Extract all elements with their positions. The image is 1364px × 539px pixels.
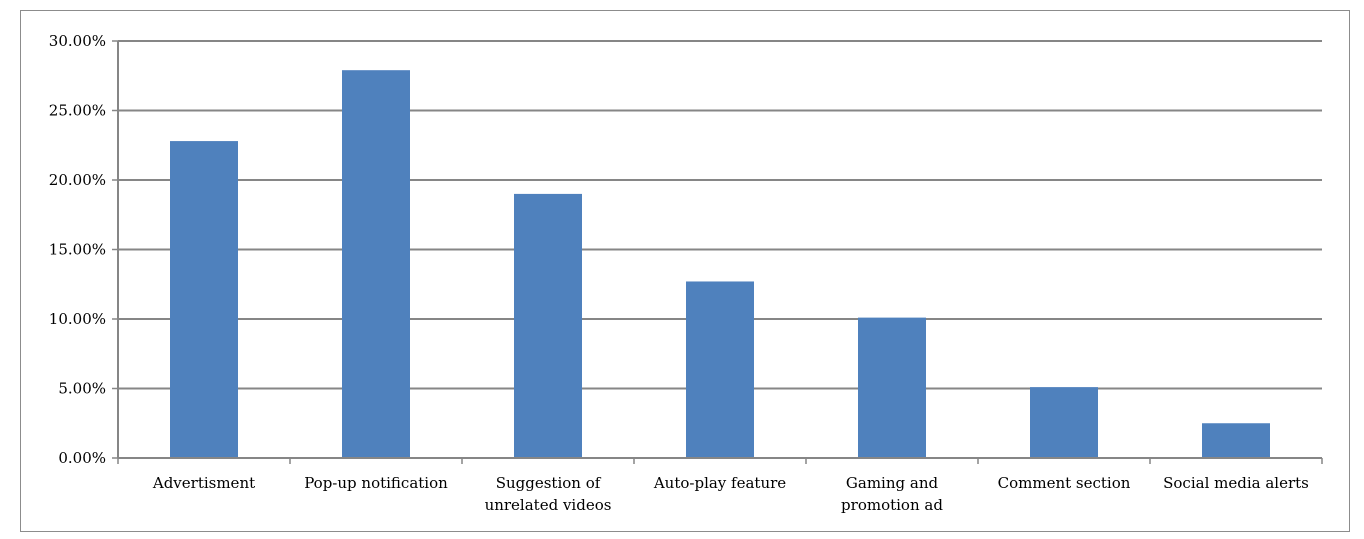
labels: 0.00% 5.00% 10.00% 15.00% 20.00% 25.00% 30.00%…: [49, 32, 1309, 514]
x-category-label: promotion ad: [841, 496, 943, 514]
x-category-label: Gaming and: [846, 474, 939, 492]
y-tick-label: 5.00%: [58, 380, 106, 398]
y-tick-label: 10.00%: [49, 310, 106, 328]
x-category-label: Pop-up notification: [304, 474, 448, 492]
x-category-label: Auto-play feature: [653, 474, 786, 492]
bar: [514, 193, 582, 458]
chart-frame: [20, 10, 1350, 532]
bar: [1202, 423, 1270, 458]
bar: [342, 70, 410, 458]
y-tick-label: 25.00%: [49, 102, 106, 120]
x-category-label: unrelated videos: [485, 496, 612, 514]
gridlines: [118, 40, 1322, 390]
y-tick-label: 15.00%: [49, 241, 106, 259]
bar: [858, 317, 926, 458]
x-category-label: Advertisment: [152, 474, 255, 492]
bars: [170, 70, 1270, 458]
bar: [1030, 387, 1098, 458]
y-tick-label: 20.00%: [49, 171, 106, 189]
y-tick-label: 30.00%: [49, 32, 106, 50]
bar: [170, 141, 238, 458]
y-tick-label: 0.00%: [58, 449, 106, 467]
x-category-label: Suggestion of: [496, 474, 602, 492]
axes: [112, 40, 1323, 464]
x-category-label: Social media alerts: [1163, 474, 1309, 492]
bar: [686, 281, 754, 458]
x-category-label: Comment section: [998, 474, 1131, 492]
